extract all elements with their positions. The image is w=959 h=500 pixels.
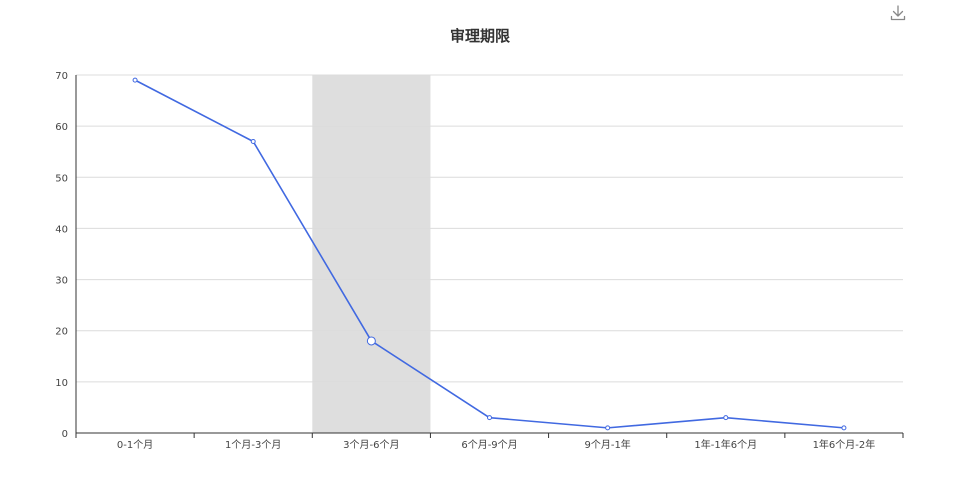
- y-tick-label: 70: [55, 71, 68, 82]
- y-tick-label: 60: [55, 122, 68, 133]
- y-tick-label: 10: [55, 378, 68, 389]
- x-tick-label: 3个月-6个月: [343, 439, 399, 451]
- data-point: [132, 77, 138, 83]
- highlight-layer: [312, 75, 431, 433]
- chart-title: 审理期限: [450, 27, 510, 45]
- series-layer: [132, 77, 847, 431]
- x-tick-label: 1年6个月-2年: [813, 438, 876, 451]
- highlight-band: [312, 75, 431, 433]
- x-tick-label: 6个月-9个月: [461, 439, 517, 451]
- grid-layer: [76, 74, 903, 383]
- data-point: [487, 415, 492, 421]
- y-tick-label: 50: [55, 173, 68, 184]
- y-tick-label: 40: [55, 224, 68, 235]
- x-tick-label: 1年-1年6个月: [694, 438, 757, 451]
- y-tick-label: 30: [55, 276, 68, 287]
- data-point: [841, 425, 847, 431]
- x-tick-label: 1个月-3个月: [225, 439, 281, 451]
- x-tick-label: 0-1个月: [117, 439, 153, 451]
- y-tick-label: 0: [62, 429, 68, 440]
- data-point: [605, 425, 611, 431]
- data-point: [366, 336, 376, 346]
- data-point: [250, 138, 256, 144]
- download-icon[interactable]: [889, 4, 907, 22]
- data-point: [723, 415, 729, 421]
- y-tick-label: 20: [55, 327, 68, 338]
- x-tick-label: 9个月-1年: [584, 438, 630, 451]
- axis-layer: 0 10 20 30 40 50 60 70 0-1个月 1个月-3个月 3个月-6个月 6个月-9个…: [55, 71, 904, 451]
- series-line: [134, 79, 844, 429]
